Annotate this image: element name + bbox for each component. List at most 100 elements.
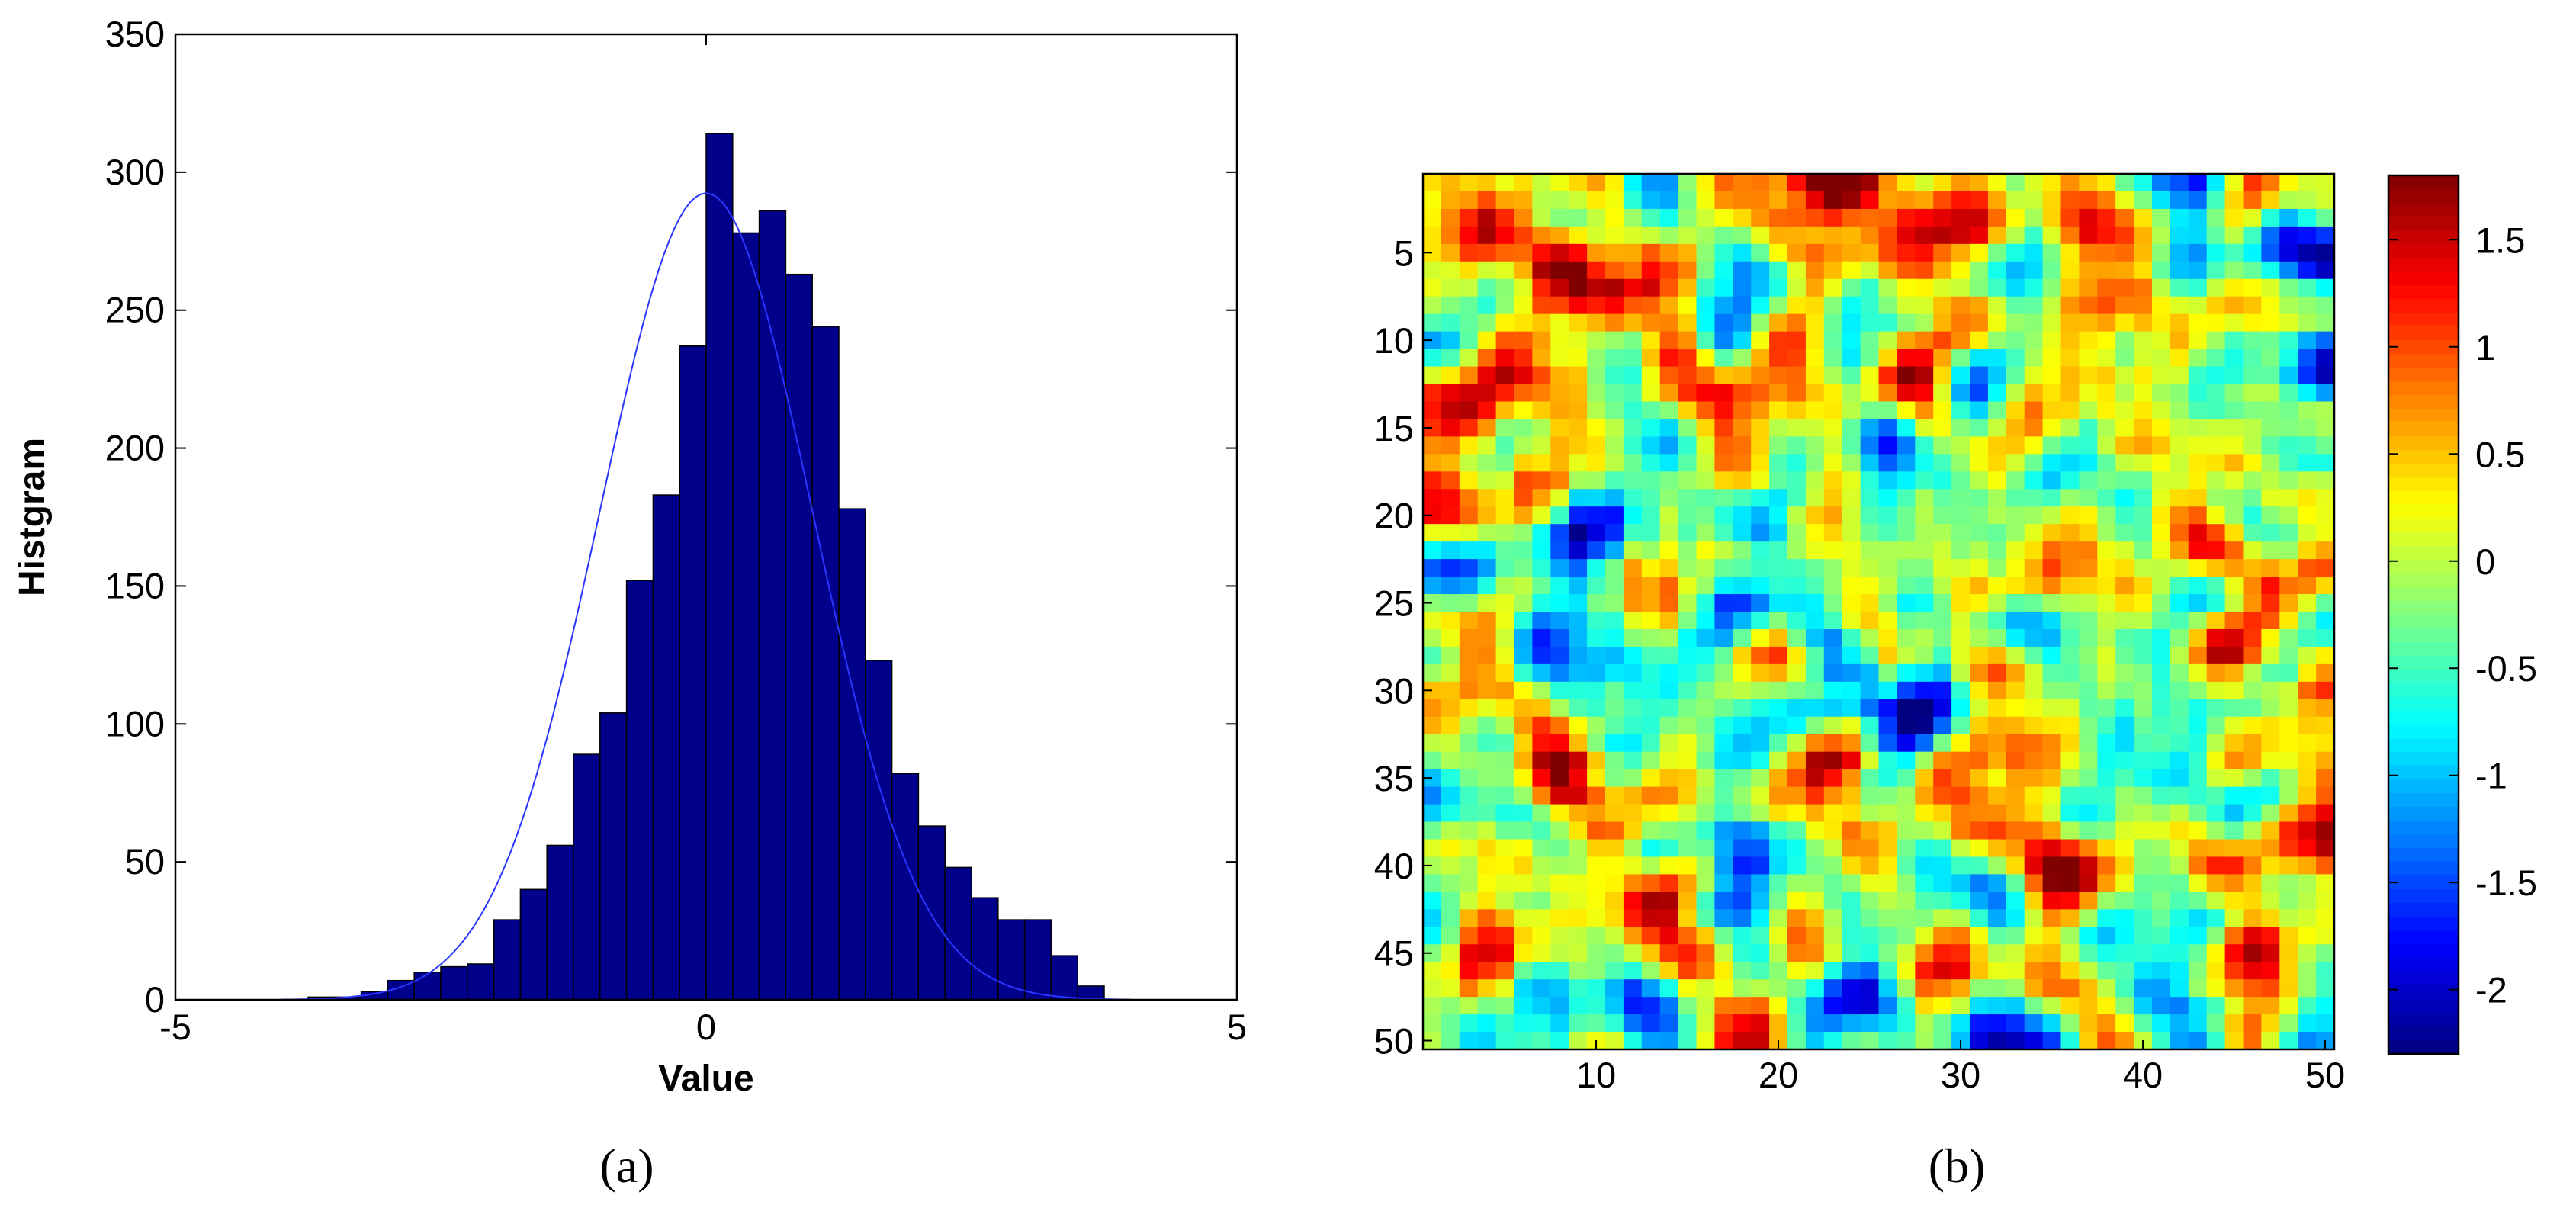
y-tick-label: 100 [105, 703, 165, 744]
heatmap-cell [2206, 1032, 2226, 1050]
heatmap-cell [2224, 174, 2244, 192]
heatmap-cell [1805, 559, 1825, 577]
heatmap-cell [1441, 226, 1460, 245]
heatmap-cell [2060, 541, 2080, 560]
heatmap-cell [1514, 927, 1533, 945]
heatmap-cell [1915, 419, 1934, 437]
heatmap-cell [1477, 962, 1497, 980]
heatmap-cell [1842, 419, 1861, 437]
heatmap-cell [1550, 839, 1569, 858]
heatmap-cell [1696, 1032, 1715, 1050]
heatmap-cell [1696, 366, 1715, 385]
heatmap-cell [1860, 628, 1880, 647]
heatmap-cell [1587, 944, 1606, 962]
heatmap-cell [2261, 384, 2280, 403]
heatmap-cell [1823, 663, 1843, 683]
heatmap-cell [1659, 349, 1679, 368]
heatmap-cell [2152, 751, 2171, 770]
heatmap-cell [1605, 349, 1624, 368]
heatmap-cell [1878, 1032, 1897, 1050]
heatmap-cell [2115, 716, 2134, 735]
heatmap-cell [2206, 821, 2226, 840]
y-tick-label: 300 [105, 152, 165, 192]
heatmap-cell [1951, 681, 1971, 700]
heatmap-cell [1441, 997, 1460, 1015]
heatmap-cell [2097, 1032, 2116, 1050]
panel-label-a: (a) [599, 1139, 654, 1193]
heatmap-cell [2206, 699, 2226, 718]
y-tick-label: 10 [1374, 320, 1414, 361]
heatmap-cell [1441, 856, 1460, 875]
heatmap-cell [2243, 471, 2262, 490]
heatmap-cell [1897, 489, 1916, 507]
heatmap-cell [2188, 821, 2208, 840]
heatmap-cell [2170, 541, 2189, 560]
heatmap-cell [1805, 909, 1825, 927]
heatmap-cell [1641, 489, 1661, 507]
heatmap-cell [2170, 436, 2189, 455]
heatmap-cell [1678, 278, 1698, 297]
heatmap-cell [1696, 681, 1715, 700]
heatmap-cell [2243, 384, 2262, 403]
heatmap-cell [1714, 489, 1733, 507]
heatmap-cell [1860, 313, 1880, 333]
heatmap-cell [1532, 191, 1551, 210]
heatmap-cell [2243, 681, 2262, 700]
heatmap-cell [1477, 419, 1497, 437]
heatmap-cell [1623, 419, 1643, 437]
heatmap-cell [2188, 681, 2208, 700]
heatmap-cell [1878, 734, 1897, 753]
colorbar-segment [2388, 244, 2459, 259]
heatmap-cell [1587, 419, 1606, 437]
heatmap-cell [2279, 278, 2298, 297]
heatmap-cell [1514, 174, 1533, 192]
heatmap-cell [2298, 612, 2317, 630]
colorbar-segment [2388, 422, 2459, 437]
heatmap-cell [1970, 962, 1989, 980]
heatmap-cell [1751, 454, 1770, 472]
heatmap-cell [1787, 821, 1807, 840]
heatmap-cell [2152, 1032, 2171, 1050]
heatmap-cell [2279, 489, 2298, 507]
heatmap-cell [1623, 839, 1643, 858]
heatmap-cell [2224, 278, 2244, 297]
heatmap-cell [1532, 226, 1551, 245]
heatmap-cell [1733, 471, 1752, 490]
heatmap-cell [1514, 751, 1533, 770]
heatmap-cell [1878, 927, 1897, 945]
heatmap-cell [1970, 856, 1989, 875]
heatmap-cell [2224, 962, 2244, 980]
heatmap-cell [2224, 892, 2244, 910]
heatmap-cell [1678, 909, 1698, 927]
heatmap-cell [1915, 208, 1934, 227]
heatmap-cell [1623, 506, 1643, 525]
colorbar-segment [2388, 299, 2459, 313]
heatmap-cell [1623, 944, 1643, 962]
heatmap-cell [2298, 786, 2317, 805]
heatmap-cell [1987, 419, 2007, 437]
heatmap-cell [1933, 1032, 1952, 1050]
heatmap-cell [2024, 979, 2044, 998]
heatmap-cell [1423, 401, 1442, 420]
heatmap-cell [1987, 174, 2007, 192]
heatmap-cell [1987, 734, 2007, 753]
heatmap-cell [2097, 331, 2116, 350]
heatmap-cell [1477, 681, 1497, 700]
heatmap-cell [2298, 208, 2317, 227]
heatmap-cell [1878, 612, 1897, 630]
heatmap-cell [1842, 366, 1861, 385]
heatmap-cell [2134, 786, 2153, 805]
heatmap-cell [2206, 506, 2226, 525]
colorbar-segment [2388, 258, 2459, 272]
heatmap-cell [2224, 927, 2244, 945]
heatmap-cell [1823, 296, 1843, 315]
heatmap-cell [1751, 208, 1770, 227]
heatmap-cell [1860, 1032, 1880, 1050]
heatmap-cell [1714, 594, 1733, 612]
heatmap-cell [1915, 226, 1934, 245]
heatmap-cell [2188, 454, 2208, 472]
heatmap-cell [2170, 489, 2189, 507]
heatmap-cell [1733, 716, 1752, 735]
heatmap-cell [2261, 349, 2280, 368]
heatmap-cell [1860, 594, 1880, 612]
